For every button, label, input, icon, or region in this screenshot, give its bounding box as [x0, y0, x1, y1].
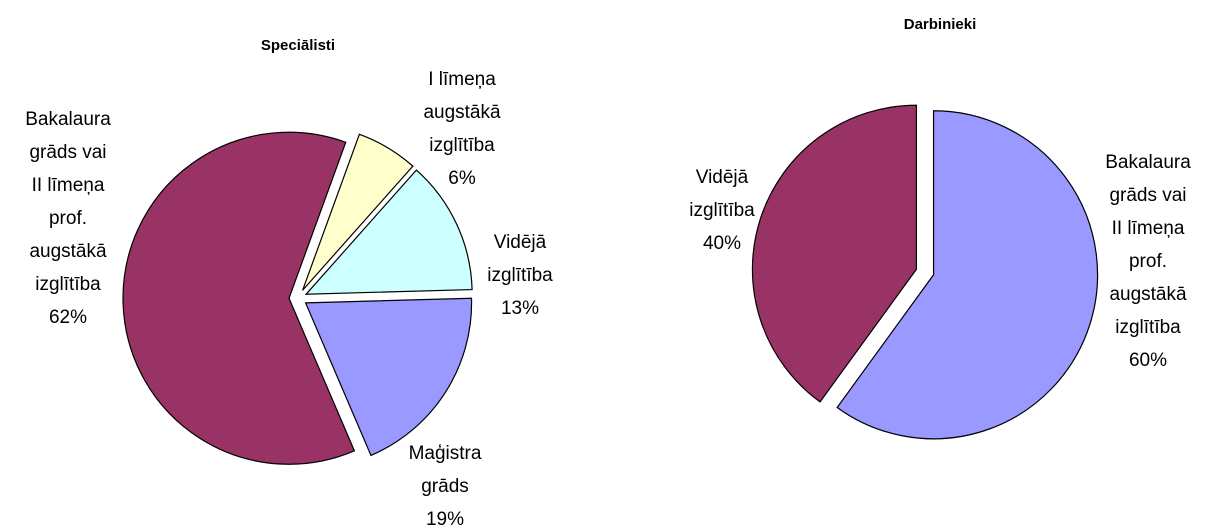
pie-slice: [304, 297, 473, 457]
value-label: 19%: [426, 509, 464, 528]
pie-slice: [122, 131, 356, 465]
value-label: 13%: [501, 298, 539, 319]
value-label: 6%: [448, 168, 476, 189]
value-label: 60%: [1129, 350, 1167, 371]
pie-slice: [836, 110, 1099, 440]
slice-label: Vidējā izglītība: [689, 167, 755, 221]
value-label: 62%: [49, 307, 87, 328]
slice-label: Bakalaura grāds vai II līmeņa prof. augstākā…: [1105, 152, 1191, 338]
slice-label: Vidējā izglītība: [487, 232, 553, 286]
slice-label: I līmeņa augstākā izglītība: [423, 69, 501, 156]
value-label: 40%: [703, 233, 741, 254]
chart-title: Speciālisti: [261, 37, 335, 54]
chart-title: Darbinieki: [904, 16, 977, 33]
slice-label: Bakalaura grāds vai II līmeņa prof. augstākā…: [25, 109, 111, 295]
pie-slice: [302, 133, 414, 291]
pie-slice: [751, 104, 918, 403]
pie-slice: [304, 169, 473, 295]
slice-label: Maģistra grāds: [409, 443, 482, 497]
